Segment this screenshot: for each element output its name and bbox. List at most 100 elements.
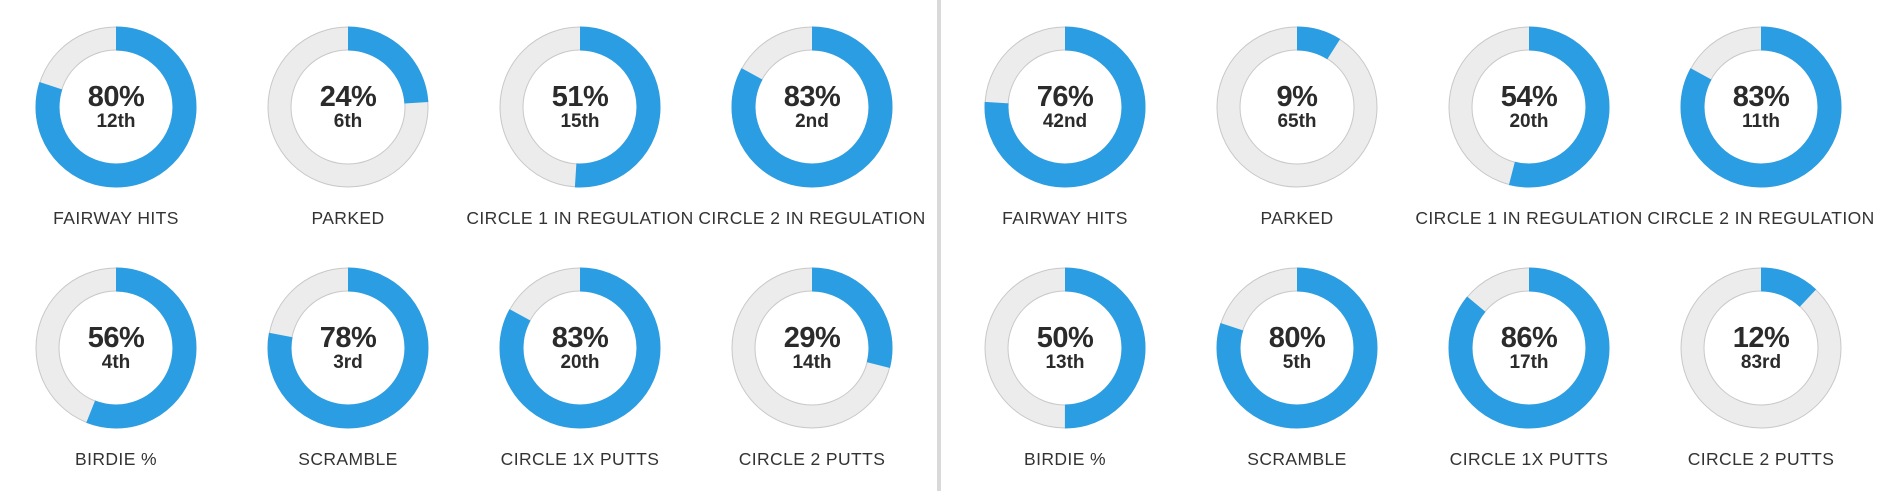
stat-label: PARKED <box>1260 208 1334 228</box>
stat-rank: 20th <box>560 352 600 373</box>
stat-label: CIRCLE 1X PUTTS <box>1449 449 1609 469</box>
stat-label: CIRCLE 1 IN REGULATION <box>1415 208 1643 228</box>
donut-fill-arc <box>499 267 661 429</box>
stat-percent: 50% <box>1036 322 1094 354</box>
player-stats-panel-left: 80% 12th FAIRWAY HITS 24% 6th PARKED 51% 15th CI… <box>0 0 939 491</box>
stat-card-parked: 9% 65th PARKED <box>1181 0 1413 240</box>
donut-center: 54% 20th <box>1448 26 1610 188</box>
stat-card-birdie-pct: 56% 4th BIRDIE % <box>0 241 232 481</box>
stat-rank: 65th <box>1277 111 1317 132</box>
stat-rank: 15th <box>560 111 600 132</box>
donut-fill-arc <box>35 26 197 188</box>
donut-center: 29% 14th <box>731 267 893 429</box>
stat-percent: 86% <box>1500 322 1558 354</box>
donut-center: 56% 4th <box>35 267 197 429</box>
panel-divider <box>937 0 941 491</box>
donut-chart: 78% 3rd <box>267 267 429 429</box>
donut-chart: 51% 15th <box>499 26 661 188</box>
donut-fill-arc <box>1216 26 1378 188</box>
stat-rank: 4th <box>101 352 131 373</box>
stat-rank: 2nd <box>795 111 829 132</box>
donut-center: 83% 2nd <box>731 26 893 188</box>
donut-chart: 56% 4th <box>35 267 197 429</box>
stat-label: CIRCLE 1 IN REGULATION <box>466 208 694 228</box>
stat-percent: 24% <box>319 81 377 113</box>
stat-percent: 83% <box>783 81 841 113</box>
stat-label: CIRCLE 2 PUTTS <box>738 449 886 469</box>
player-stats-panel-right: 76% 42nd FAIRWAY HITS 9% 65th PARKED 54% 20th CI… <box>949 0 1893 491</box>
donut-chart: 76% 42nd <box>984 26 1146 188</box>
stat-label: CIRCLE 1X PUTTS <box>500 449 660 469</box>
stat-label: FAIRWAY HITS <box>1002 208 1128 228</box>
stat-label: CIRCLE 2 IN REGULATION <box>698 208 926 228</box>
stat-card-scramble: 78% 3rd SCRAMBLE <box>232 241 464 481</box>
stat-percent: 56% <box>87 322 145 354</box>
stat-label: BIRDIE % <box>75 449 157 469</box>
donut-center: 83% 20th <box>499 267 661 429</box>
stat-card-circle-2-putts: 29% 14th CIRCLE 2 PUTTS <box>696 241 928 481</box>
donut-center: 50% 13th <box>984 267 1146 429</box>
stat-rank: 12th <box>96 111 136 132</box>
stat-percent: 76% <box>1036 81 1094 113</box>
stat-percent: 12% <box>1732 322 1790 354</box>
stat-rank: 5th <box>1282 352 1312 373</box>
stat-card-circle-2-in-regulation: 83% 2nd CIRCLE 2 IN REGULATION <box>696 0 928 240</box>
stat-rank: 11th <box>1741 111 1781 132</box>
stat-rank: 3rd <box>333 352 363 373</box>
donut-center: 80% 5th <box>1216 267 1378 429</box>
stat-percent: 51% <box>551 81 609 113</box>
stat-card-birdie-pct: 50% 13th BIRDIE % <box>949 241 1181 481</box>
stat-card-scramble: 80% 5th SCRAMBLE <box>1181 241 1413 481</box>
stat-rank: 13th <box>1045 352 1085 373</box>
donut-center: 78% 3rd <box>267 267 429 429</box>
donut-fill-arc <box>984 26 1146 188</box>
stat-label: PARKED <box>311 208 385 228</box>
donut-fill-arc <box>267 26 429 188</box>
stat-rank: 20th <box>1509 111 1549 132</box>
donut-fill-arc <box>731 26 893 188</box>
donut-fill-arc <box>1680 267 1842 429</box>
donut-fill-arc <box>35 267 197 429</box>
stat-percent: 80% <box>1268 322 1326 354</box>
stat-rank: 83rd <box>1740 352 1782 373</box>
donut-fill-arc <box>1448 267 1610 429</box>
donut-fill-arc <box>267 267 429 429</box>
stat-rank: 6th <box>333 111 363 132</box>
donut-center: 51% 15th <box>499 26 661 188</box>
stat-card-fairway-hits: 80% 12th FAIRWAY HITS <box>0 0 232 240</box>
donut-chart: 83% 2nd <box>731 26 893 188</box>
donut-center: 9% 65th <box>1216 26 1378 188</box>
stat-percent: 83% <box>1732 81 1790 113</box>
stat-label: CIRCLE 2 IN REGULATION <box>1647 208 1875 228</box>
stat-label: FAIRWAY HITS <box>53 208 179 228</box>
donut-fill-arc <box>1216 267 1378 429</box>
stat-rank: 17th <box>1509 352 1549 373</box>
donut-fill-arc <box>499 26 661 188</box>
donut-chart: 9% 65th <box>1216 26 1378 188</box>
stat-percent: 9% <box>1276 81 1318 113</box>
donut-chart: 50% 13th <box>984 267 1146 429</box>
donut-center: 80% 12th <box>35 26 197 188</box>
stat-card-circle-1x-putts: 86% 17th CIRCLE 1X PUTTS <box>1413 241 1645 481</box>
donut-center: 24% 6th <box>267 26 429 188</box>
stat-percent: 78% <box>319 322 377 354</box>
donut-fill-arc <box>731 267 893 429</box>
stat-rank: 42nd <box>1042 111 1088 132</box>
donut-chart: 29% 14th <box>731 267 893 429</box>
stat-card-circle-2-in-regulation: 83% 11th CIRCLE 2 IN REGULATION <box>1645 0 1877 240</box>
donut-chart: 24% 6th <box>267 26 429 188</box>
donut-center: 86% 17th <box>1448 267 1610 429</box>
donut-fill-arc <box>1448 26 1610 188</box>
stat-card-circle-1-in-regulation: 51% 15th CIRCLE 1 IN REGULATION <box>464 0 696 240</box>
stat-label: CIRCLE 2 PUTTS <box>1687 449 1835 469</box>
donut-fill-arc <box>1680 26 1842 188</box>
stat-card-parked: 24% 6th PARKED <box>232 0 464 240</box>
stat-card-circle-1-in-regulation: 54% 20th CIRCLE 1 IN REGULATION <box>1413 0 1645 240</box>
stat-percent: 54% <box>1500 81 1558 113</box>
donut-chart: 83% 11th <box>1680 26 1842 188</box>
stat-percent: 83% <box>551 322 609 354</box>
donut-chart: 83% 20th <box>499 267 661 429</box>
donut-chart: 12% 83rd <box>1680 267 1842 429</box>
stat-card-circle-2-putts: 12% 83rd CIRCLE 2 PUTTS <box>1645 241 1877 481</box>
stat-label: BIRDIE % <box>1024 449 1106 469</box>
